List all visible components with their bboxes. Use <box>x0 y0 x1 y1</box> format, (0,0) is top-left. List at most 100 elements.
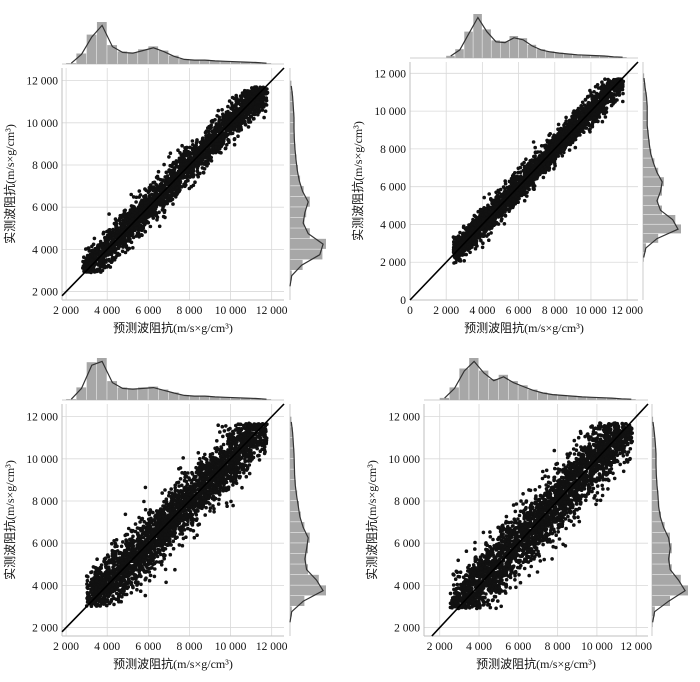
scatter-point <box>151 216 156 220</box>
scatter-point <box>487 238 491 242</box>
scatter-point <box>530 158 534 162</box>
y-tick-label: 8 000 <box>32 160 58 172</box>
scatter-point <box>188 175 192 179</box>
scatter-point <box>229 106 233 111</box>
scatter-point <box>218 142 222 146</box>
scatter-point <box>562 146 566 151</box>
scatter-point <box>590 124 595 129</box>
scatter-point <box>529 179 533 184</box>
scatter-point <box>94 269 99 274</box>
scatter-point <box>192 173 196 177</box>
scatter-point <box>176 189 181 193</box>
x-tick-label: 4 000 <box>94 305 120 317</box>
scatter-point <box>621 99 625 104</box>
scatter-point <box>153 210 157 214</box>
scatter-point <box>129 192 133 197</box>
scatter-point <box>595 93 600 98</box>
scatter-point <box>530 163 534 167</box>
scatter-point <box>119 242 124 246</box>
scatter-point <box>214 122 219 126</box>
y-tick-label: 4 000 <box>32 244 58 256</box>
scatter-point <box>242 118 246 123</box>
scatter-point <box>600 119 605 124</box>
scatter-point <box>586 105 591 109</box>
scatter-point <box>162 210 167 214</box>
scatter-point <box>588 130 592 134</box>
scatter-point <box>613 100 617 104</box>
x-tick-label: 12 000 <box>256 305 288 317</box>
scatter-point <box>464 252 469 257</box>
scatter-point <box>137 189 142 193</box>
scatter-point <box>468 250 472 255</box>
scatter-point <box>458 230 462 235</box>
scatter-point <box>154 193 159 197</box>
scatter-point <box>203 161 208 165</box>
scatter-point <box>216 108 221 113</box>
scatter-point <box>473 214 478 219</box>
scatter-point <box>260 105 265 109</box>
scatter-point <box>230 95 235 100</box>
scatter-point <box>114 225 118 229</box>
scatter-point <box>129 240 134 245</box>
scatter-point <box>226 138 231 142</box>
scatter-point <box>532 184 537 188</box>
scatter-point <box>562 125 566 130</box>
scatter-point <box>494 202 499 206</box>
scatter-point <box>199 140 204 144</box>
scatter-point <box>534 173 539 177</box>
scatter-point <box>138 193 143 197</box>
scatter-point <box>207 132 212 137</box>
scatter-point <box>482 195 487 200</box>
y-tick-label: 10 000 <box>26 118 58 130</box>
scatter-point <box>118 218 122 222</box>
scatter-point <box>555 152 560 157</box>
scatter-point <box>251 101 255 106</box>
scatter-point <box>150 192 154 197</box>
scatter-point <box>139 201 144 205</box>
scatter-point <box>163 194 168 198</box>
scatter-point <box>131 246 135 250</box>
scatter-point <box>244 115 248 119</box>
scatter-point <box>130 226 134 230</box>
scatter-point <box>255 100 260 104</box>
scatter-point <box>136 222 140 226</box>
scatter-point <box>570 118 575 123</box>
scatter-point <box>89 270 93 275</box>
scatter-point <box>126 211 130 216</box>
scatter-point <box>107 232 111 237</box>
scatter-point <box>545 148 550 153</box>
x-tick-label: 8 000 <box>177 305 203 317</box>
top-hist-bar <box>66 63 76 64</box>
scatter-point <box>534 160 539 165</box>
scatter-point <box>101 230 106 235</box>
scatter-point <box>180 185 184 189</box>
scatter-point <box>239 125 243 129</box>
scatter-point <box>579 106 584 111</box>
y-tick-label: 2 000 <box>32 287 58 299</box>
scatter-point <box>134 200 138 204</box>
scatter-point <box>503 191 507 195</box>
x-axis-label: 预测波阻抗(m/s×g/cm³) <box>113 320 233 335</box>
scatter-point <box>140 215 145 219</box>
scatter-point <box>621 91 625 96</box>
scatter-point <box>196 164 200 168</box>
scatter-point <box>550 159 555 164</box>
scatter-point <box>473 246 478 251</box>
scatter-point <box>575 132 580 137</box>
scatter-point <box>545 138 549 143</box>
scatter-point <box>523 172 527 176</box>
scatter-point <box>233 105 238 110</box>
scatter-point <box>176 181 180 186</box>
scatter-point <box>147 189 151 193</box>
scatter-point <box>487 192 492 196</box>
scatter-point <box>172 167 177 172</box>
scatter-point <box>535 176 539 181</box>
scatter-point <box>137 233 142 238</box>
scatter-point <box>159 181 164 186</box>
scatter-point <box>243 111 247 115</box>
scatter-point <box>226 132 230 137</box>
scatter-point <box>564 115 568 120</box>
scatter-point <box>232 137 237 141</box>
scatter-point <box>475 233 479 237</box>
scatter-point <box>93 253 97 258</box>
